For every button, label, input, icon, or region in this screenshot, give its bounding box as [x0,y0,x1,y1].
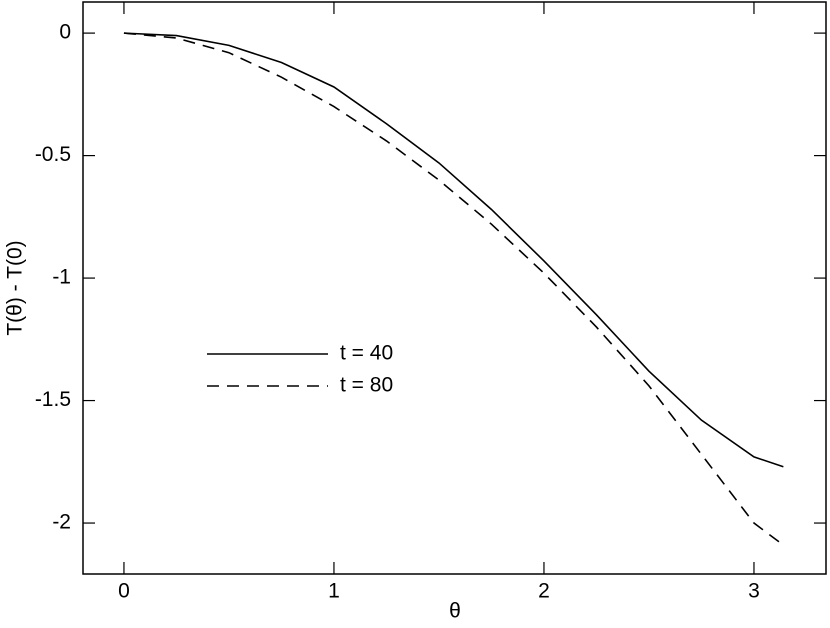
x-tick-label: 2 [538,580,550,603]
y-tick-label: -0.5 [35,143,71,166]
y-tick-label: -1.5 [35,388,71,411]
series-line [123,32,784,546]
x-tick-label: 3 [748,580,760,603]
legend-label: t = 80 [340,374,393,397]
plot-frame [82,1,827,575]
y-tick-label: 0 [59,21,71,44]
series-line [123,32,784,468]
x-axis-title: θ [449,600,461,623]
y-tick-label: -1 [52,266,71,289]
y-axis-title: T(θ) - T(0) [4,240,27,335]
legend-label: t = 40 [340,342,393,365]
x-tick-label: 1 [328,580,340,603]
x-tick-label: 0 [118,580,130,603]
y-tick-label: -2 [52,511,71,534]
